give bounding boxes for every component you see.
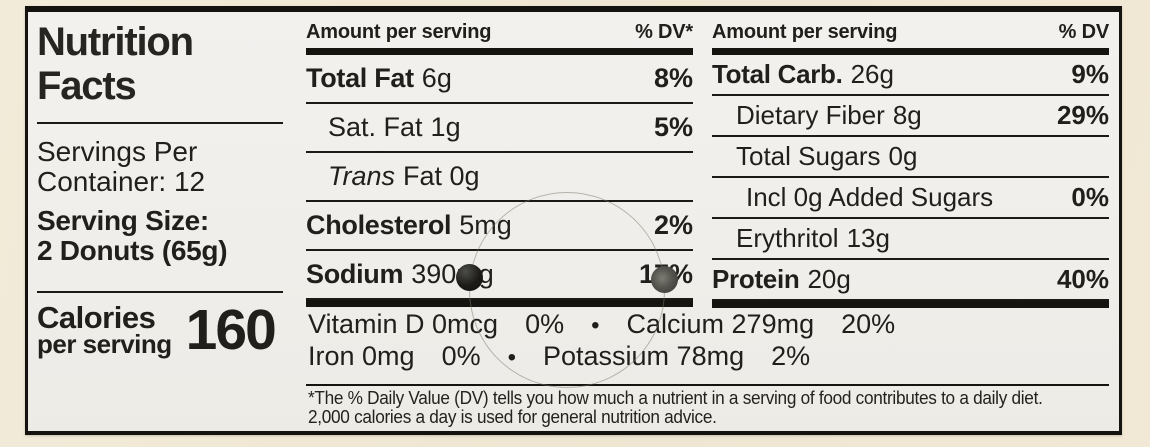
- bullet-separator: •: [591, 312, 600, 339]
- dv-value: 5%: [653, 112, 693, 142]
- divider: [306, 384, 1109, 386]
- nutrient-row-cholesterol: Cholesterol 5mg 2%: [306, 202, 693, 251]
- thick-rule: [712, 301, 1109, 308]
- thick-rule: [712, 48, 1109, 55]
- daily-value-footnote: *The % Daily Value (DV) tells you how mu…: [308, 388, 1043, 427]
- nutrient-row-total-carb: Total Carb. 26g 9%: [712, 55, 1109, 96]
- dv-value: 2%: [653, 210, 693, 240]
- calories-label: Calories per serving: [37, 300, 172, 359]
- left-panel: Nutrition Facts Servings Per Container: …: [37, 20, 295, 362]
- nutrient-row-protein: Protein 20g 40%: [712, 260, 1109, 301]
- divider: [37, 122, 283, 124]
- column-header: Amount per serving % DV*: [306, 18, 693, 44]
- nutrient-row-sat-fat: Sat. Fat 1g 5%: [306, 104, 693, 153]
- divider: [37, 291, 283, 293]
- dv-value: 9%: [1071, 59, 1109, 89]
- nutrient-column-right: Amount per serving % DV Total Carb. 26g 9…: [712, 18, 1109, 308]
- dark-dot-artifact: [651, 266, 678, 293]
- percent-dv-header: % DV: [1058, 21, 1110, 43]
- serving-size: Serving Size: 2 Donuts (65g): [37, 205, 228, 266]
- calories-row: Calories per serving 160: [37, 298, 295, 362]
- calories-value: 160: [185, 298, 277, 362]
- dv-value: 0%: [1071, 182, 1109, 212]
- amount-per-serving-header: Amount per serving: [306, 21, 492, 43]
- nutrient-row-total-sugars: Total Sugars 0g: [712, 137, 1109, 178]
- nutrient-row-erythritol: Erythritol 13g: [712, 219, 1109, 260]
- calcium: Calcium 279mg: [626, 309, 815, 339]
- vitamin-d: Vitamin D 0mcg: [308, 309, 499, 339]
- thick-rule: [306, 48, 693, 55]
- iron: Iron 0mg: [308, 341, 415, 371]
- thick-rule: [306, 300, 693, 307]
- dv-value: 40%: [1056, 264, 1109, 294]
- dv-value: 29%: [1056, 100, 1109, 130]
- bullet-separator: •: [507, 344, 516, 371]
- potassium: Potassium 78mg: [543, 341, 745, 371]
- nutrient-row-trans-fat: Trans Fat 0g: [306, 153, 693, 202]
- servings-per-container: Servings Per Container: 12: [37, 136, 206, 197]
- percent-dv-header: % DV*: [635, 21, 693, 43]
- nutrient-row-total-fat: Total Fat 6g 8%: [306, 55, 693, 104]
- micronutrients-section: Vitamin D 0mcg 0% • Calcium 279mg 20% Ir…: [308, 309, 1028, 373]
- nutrient-column-left: Amount per serving % DV* Total Fat 6g 8% …: [306, 18, 693, 307]
- dv-value: 8%: [653, 63, 693, 93]
- micronutrient-row-1: Vitamin D 0mcg 0% • Calcium 279mg 20%: [308, 309, 896, 339]
- column-header: Amount per serving % DV: [712, 18, 1109, 44]
- nutrition-facts-label: Nutrition Facts Servings Per Container: …: [25, 6, 1122, 435]
- label-title: Nutrition Facts: [37, 20, 194, 108]
- micronutrient-row-2: Iron 0mg 0% • Potassium 78mg 2%: [308, 341, 811, 371]
- amount-per-serving-header: Amount per serving: [712, 21, 898, 43]
- nutrient-row-added-sugars: Incl 0g Added Sugars 0%: [712, 178, 1109, 219]
- dark-dot-artifact: [456, 264, 483, 291]
- nutrient-row-dietary-fiber: Dietary Fiber 8g 29%: [712, 96, 1109, 137]
